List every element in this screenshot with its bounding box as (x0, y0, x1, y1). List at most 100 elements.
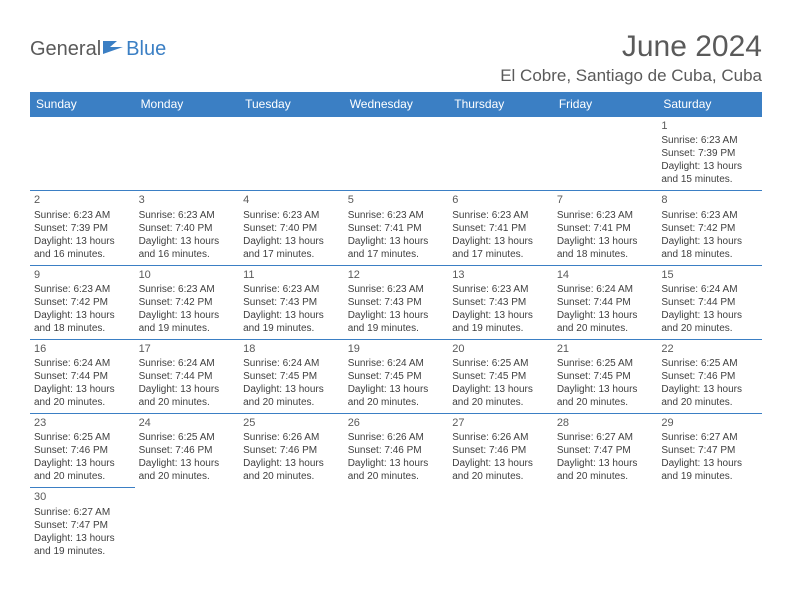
sunset-line: Sunset: 7:45 PM (557, 370, 654, 383)
daylight-line: Daylight: 13 hours and 19 minutes. (139, 309, 236, 335)
sunrise-line: Sunrise: 6:25 AM (139, 431, 236, 444)
day-number: 3 (139, 193, 236, 207)
calendar-cell: 12Sunrise: 6:23 AMSunset: 7:43 PMDayligh… (344, 265, 449, 339)
calendar-cell: 25Sunrise: 6:26 AMSunset: 7:46 PMDayligh… (239, 414, 344, 488)
calendar-cell: 10Sunrise: 6:23 AMSunset: 7:42 PMDayligh… (135, 265, 240, 339)
calendar-cell: 23Sunrise: 6:25 AMSunset: 7:46 PMDayligh… (30, 414, 135, 488)
daylight-line: Daylight: 13 hours and 17 minutes. (452, 235, 549, 261)
day-number: 19 (348, 342, 445, 356)
sunset-line: Sunset: 7:39 PM (661, 147, 758, 160)
calendar-cell (344, 117, 449, 191)
calendar-cell (135, 117, 240, 191)
flag-icon (103, 39, 125, 60)
daylight-line: Daylight: 13 hours and 18 minutes. (661, 235, 758, 261)
calendar-cell: 11Sunrise: 6:23 AMSunset: 7:43 PMDayligh… (239, 265, 344, 339)
sunset-line: Sunset: 7:45 PM (348, 370, 445, 383)
calendar-cell: 6Sunrise: 6:23 AMSunset: 7:41 PMDaylight… (448, 191, 553, 265)
daylight-line: Daylight: 13 hours and 18 minutes. (557, 235, 654, 261)
sunrise-line: Sunrise: 6:25 AM (557, 357, 654, 370)
calendar-cell (448, 488, 553, 562)
brand-logo: General Blue (30, 30, 166, 61)
sunrise-line: Sunrise: 6:24 AM (348, 357, 445, 370)
day-number: 4 (243, 193, 340, 207)
weekday-header: Thursday (448, 92, 553, 117)
sunrise-line: Sunrise: 6:27 AM (34, 506, 131, 519)
calendar-cell: 1Sunrise: 6:23 AMSunset: 7:39 PMDaylight… (657, 117, 762, 191)
calendar-row: 23Sunrise: 6:25 AMSunset: 7:46 PMDayligh… (30, 414, 762, 488)
sunrise-line: Sunrise: 6:27 AM (661, 431, 758, 444)
sunset-line: Sunset: 7:43 PM (348, 296, 445, 309)
sunset-line: Sunset: 7:46 PM (34, 444, 131, 457)
brand-part2: Blue (126, 38, 166, 61)
day-number: 16 (34, 342, 131, 356)
daylight-line: Daylight: 13 hours and 20 minutes. (452, 383, 549, 409)
day-number: 2 (34, 193, 131, 207)
sunrise-line: Sunrise: 6:26 AM (452, 431, 549, 444)
calendar-cell (344, 488, 449, 562)
sunrise-line: Sunrise: 6:24 AM (243, 357, 340, 370)
sunset-line: Sunset: 7:42 PM (661, 222, 758, 235)
calendar-cell: 14Sunrise: 6:24 AMSunset: 7:44 PMDayligh… (553, 265, 658, 339)
daylight-line: Daylight: 13 hours and 20 minutes. (557, 309, 654, 335)
sunrise-line: Sunrise: 6:23 AM (34, 209, 131, 222)
day-number: 18 (243, 342, 340, 356)
sunset-line: Sunset: 7:44 PM (139, 370, 236, 383)
calendar-cell: 3Sunrise: 6:23 AMSunset: 7:40 PMDaylight… (135, 191, 240, 265)
sunrise-line: Sunrise: 6:23 AM (661, 209, 758, 222)
weekday-header: Sunday (30, 92, 135, 117)
sunrise-line: Sunrise: 6:23 AM (348, 283, 445, 296)
sunrise-line: Sunrise: 6:24 AM (34, 357, 131, 370)
daylight-line: Daylight: 13 hours and 16 minutes. (34, 235, 131, 261)
sunrise-line: Sunrise: 6:23 AM (452, 283, 549, 296)
day-number: 27 (452, 416, 549, 430)
sunrise-line: Sunrise: 6:27 AM (557, 431, 654, 444)
calendar-cell (553, 488, 658, 562)
day-number: 6 (452, 193, 549, 207)
sunrise-line: Sunrise: 6:24 AM (139, 357, 236, 370)
sunset-line: Sunset: 7:47 PM (557, 444, 654, 457)
daylight-line: Daylight: 13 hours and 20 minutes. (139, 383, 236, 409)
day-number: 5 (348, 193, 445, 207)
calendar-row: 30Sunrise: 6:27 AMSunset: 7:47 PMDayligh… (30, 488, 762, 562)
day-number: 11 (243, 268, 340, 282)
daylight-line: Daylight: 13 hours and 19 minutes. (661, 457, 758, 483)
calendar-cell: 7Sunrise: 6:23 AMSunset: 7:41 PMDaylight… (553, 191, 658, 265)
sunset-line: Sunset: 7:46 PM (452, 444, 549, 457)
calendar-cell: 13Sunrise: 6:23 AMSunset: 7:43 PMDayligh… (448, 265, 553, 339)
title-block: June 2024 El Cobre, Santiago de Cuba, Cu… (500, 30, 762, 86)
daylight-line: Daylight: 13 hours and 20 minutes. (348, 383, 445, 409)
day-number: 30 (34, 490, 131, 504)
daylight-line: Daylight: 13 hours and 17 minutes. (243, 235, 340, 261)
calendar-cell: 29Sunrise: 6:27 AMSunset: 7:47 PMDayligh… (657, 414, 762, 488)
sunrise-line: Sunrise: 6:23 AM (34, 283, 131, 296)
calendar-cell: 24Sunrise: 6:25 AMSunset: 7:46 PMDayligh… (135, 414, 240, 488)
calendar-row: 1Sunrise: 6:23 AMSunset: 7:39 PMDaylight… (30, 117, 762, 191)
calendar-cell: 4Sunrise: 6:23 AMSunset: 7:40 PMDaylight… (239, 191, 344, 265)
weekday-header: Wednesday (344, 92, 449, 117)
sunset-line: Sunset: 7:46 PM (661, 370, 758, 383)
sunset-line: Sunset: 7:45 PM (452, 370, 549, 383)
day-number: 20 (452, 342, 549, 356)
calendar-cell (657, 488, 762, 562)
calendar-cell: 20Sunrise: 6:25 AMSunset: 7:45 PMDayligh… (448, 339, 553, 413)
daylight-line: Daylight: 13 hours and 20 minutes. (243, 457, 340, 483)
weekday-header: Friday (553, 92, 658, 117)
page-title: June 2024 (500, 30, 762, 64)
day-number: 17 (139, 342, 236, 356)
sunrise-line: Sunrise: 6:23 AM (243, 209, 340, 222)
calendar-cell: 15Sunrise: 6:24 AMSunset: 7:44 PMDayligh… (657, 265, 762, 339)
calendar-header-row: SundayMondayTuesdayWednesdayThursdayFrid… (30, 92, 762, 117)
calendar-cell: 28Sunrise: 6:27 AMSunset: 7:47 PMDayligh… (553, 414, 658, 488)
calendar-cell (135, 488, 240, 562)
day-number: 7 (557, 193, 654, 207)
calendar-cell: 8Sunrise: 6:23 AMSunset: 7:42 PMDaylight… (657, 191, 762, 265)
calendar-cell: 30Sunrise: 6:27 AMSunset: 7:47 PMDayligh… (30, 488, 135, 562)
day-number: 25 (243, 416, 340, 430)
daylight-line: Daylight: 13 hours and 15 minutes. (661, 160, 758, 186)
daylight-line: Daylight: 13 hours and 20 minutes. (139, 457, 236, 483)
sunrise-line: Sunrise: 6:26 AM (348, 431, 445, 444)
daylight-line: Daylight: 13 hours and 19 minutes. (348, 309, 445, 335)
sunset-line: Sunset: 7:44 PM (661, 296, 758, 309)
daylight-line: Daylight: 13 hours and 20 minutes. (34, 457, 131, 483)
sunrise-line: Sunrise: 6:25 AM (34, 431, 131, 444)
